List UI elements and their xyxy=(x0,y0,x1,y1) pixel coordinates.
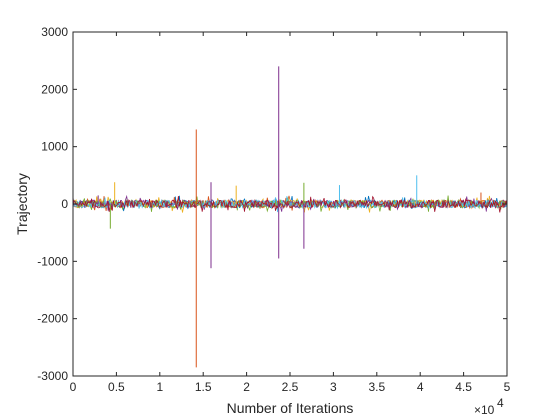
y-tick-label: 0 xyxy=(61,197,68,211)
y-axis-ticks: -3000 -2000 -1000 0 1000 2000 3000 xyxy=(37,25,507,383)
x-tick-label: 1.5 xyxy=(195,380,212,394)
x-tick-label: 1 xyxy=(156,380,163,394)
y-tick-label: -2000 xyxy=(37,312,68,326)
y-tick-label: 1000 xyxy=(41,140,68,154)
y-tick-label: 3000 xyxy=(41,25,68,39)
x-axis-label: Number of Iterations xyxy=(227,400,354,416)
x-tick-label: 2.5 xyxy=(282,380,299,394)
y-tick-label: -3000 xyxy=(37,369,68,383)
y-tick-label: 2000 xyxy=(41,82,68,96)
x-tick-label: 4.5 xyxy=(455,380,472,394)
y-axis-label: Trajectory xyxy=(14,173,30,235)
series-layer xyxy=(72,66,508,368)
x-tick-label: 0.5 xyxy=(108,380,125,394)
x-exponent-base: ×10 xyxy=(474,403,495,417)
x-tick-label: 3.5 xyxy=(368,380,385,394)
y-tick-label: -1000 xyxy=(37,254,68,268)
x-tick-label: 3 xyxy=(330,380,337,394)
trajectory-series-line xyxy=(72,195,508,213)
x-exponent-power: 4 xyxy=(497,396,504,410)
x-tick-label: 2 xyxy=(243,380,250,394)
x-tick-label: 5 xyxy=(504,380,511,394)
x-axis-ticks: 0 0.5 1 1.5 2 2.5 3 3.5 4 4.5 5 xyxy=(70,32,511,394)
x-tick-label: 4 xyxy=(417,380,424,394)
x-tick-label: 0 xyxy=(70,380,77,394)
